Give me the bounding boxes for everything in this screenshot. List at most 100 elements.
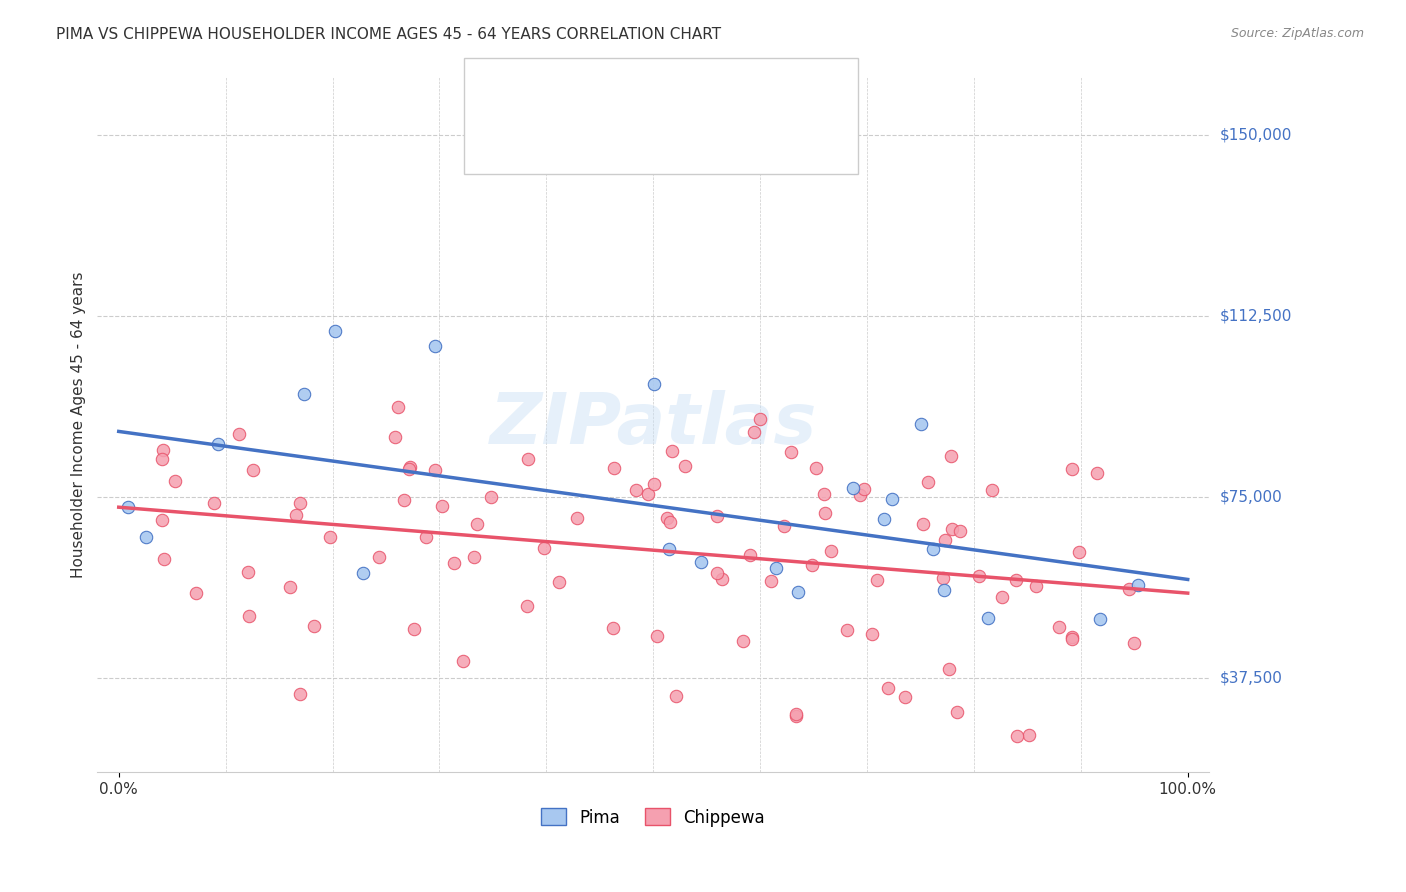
Text: 96: 96 <box>679 127 700 141</box>
Point <box>207 437 229 451</box>
Point <box>706 509 728 524</box>
Point <box>991 590 1014 604</box>
Point <box>280 580 302 594</box>
Point <box>643 477 665 491</box>
Point <box>759 574 782 589</box>
Point <box>238 608 260 623</box>
Point <box>934 582 956 597</box>
Point <box>1018 728 1040 742</box>
Point <box>980 483 1002 497</box>
Point <box>665 690 688 704</box>
Point <box>323 324 346 338</box>
Point <box>394 493 416 508</box>
Point <box>880 492 903 507</box>
Point <box>842 481 865 495</box>
Point <box>516 599 538 614</box>
Point <box>877 681 900 695</box>
Point <box>710 572 733 586</box>
Point <box>814 506 837 520</box>
Point <box>184 586 207 600</box>
Point <box>367 550 389 565</box>
Point <box>941 522 963 536</box>
Point <box>387 401 409 415</box>
Point <box>661 443 683 458</box>
Point <box>1025 579 1047 593</box>
Point <box>643 376 665 391</box>
Point <box>738 548 761 562</box>
Point <box>533 541 555 555</box>
Point <box>238 565 260 579</box>
Text: -0.437: -0.437 <box>569 127 624 141</box>
Point <box>463 550 485 565</box>
Point <box>1067 545 1090 559</box>
Point <box>813 487 835 501</box>
Point <box>292 386 315 401</box>
Point <box>467 517 489 532</box>
Point <box>1062 630 1084 644</box>
Point <box>603 460 626 475</box>
Point <box>637 487 659 501</box>
Point <box>1085 467 1108 481</box>
Text: R =: R = <box>530 82 564 96</box>
Point <box>742 425 765 439</box>
Point <box>941 450 963 464</box>
Point <box>290 496 312 510</box>
Point <box>934 533 956 548</box>
Point <box>866 573 889 587</box>
Point <box>657 511 679 525</box>
Point <box>806 460 828 475</box>
Point <box>917 475 939 489</box>
Point <box>785 709 807 723</box>
Point <box>1005 729 1028 743</box>
Point <box>423 339 446 353</box>
Text: $112,500: $112,500 <box>1220 309 1292 324</box>
Point <box>228 426 250 441</box>
Text: N =: N = <box>633 82 676 96</box>
Point <box>319 530 342 544</box>
Point <box>624 483 647 497</box>
Point <box>658 542 681 557</box>
Point <box>967 569 990 583</box>
Text: $75,000: $75,000 <box>1220 490 1282 505</box>
Point <box>800 558 823 573</box>
Point <box>894 690 917 704</box>
Point <box>820 544 842 558</box>
Point <box>673 458 696 473</box>
Text: PIMA VS CHIPPEWA HOUSEHOLDER INCOME AGES 45 - 64 YEARS CORRELATION CHART: PIMA VS CHIPPEWA HOUSEHOLDER INCOME AGES… <box>56 27 721 42</box>
Point <box>384 430 406 444</box>
Text: N =: N = <box>633 127 676 141</box>
Point <box>398 461 420 475</box>
Text: $150,000: $150,000 <box>1220 128 1292 143</box>
Point <box>1123 636 1146 650</box>
Point <box>152 552 174 566</box>
Point <box>302 619 325 633</box>
Point <box>977 611 1000 625</box>
Point <box>706 566 728 580</box>
Point <box>849 488 872 502</box>
Point <box>733 633 755 648</box>
Text: -0.471: -0.471 <box>569 82 624 96</box>
Point <box>765 561 787 575</box>
Point <box>565 510 588 524</box>
Point <box>659 515 682 529</box>
Point <box>938 662 960 676</box>
Point <box>1060 632 1083 646</box>
Point <box>402 622 425 636</box>
Point <box>415 530 437 544</box>
Point <box>912 517 935 532</box>
Text: $37,500: $37,500 <box>1220 671 1284 685</box>
Point <box>165 474 187 488</box>
Point <box>946 705 969 719</box>
Point <box>479 490 502 504</box>
Point <box>352 566 374 580</box>
Point <box>773 519 796 533</box>
Point <box>932 571 955 585</box>
Point <box>949 524 972 539</box>
Y-axis label: Householder Income Ages 45 - 64 years: Householder Income Ages 45 - 64 years <box>72 271 86 578</box>
Point <box>443 556 465 570</box>
Point <box>202 496 225 510</box>
Point <box>1126 578 1149 592</box>
Point <box>1047 619 1070 633</box>
Legend: Pima, Chippewa: Pima, Chippewa <box>534 802 772 833</box>
Point <box>432 500 454 514</box>
